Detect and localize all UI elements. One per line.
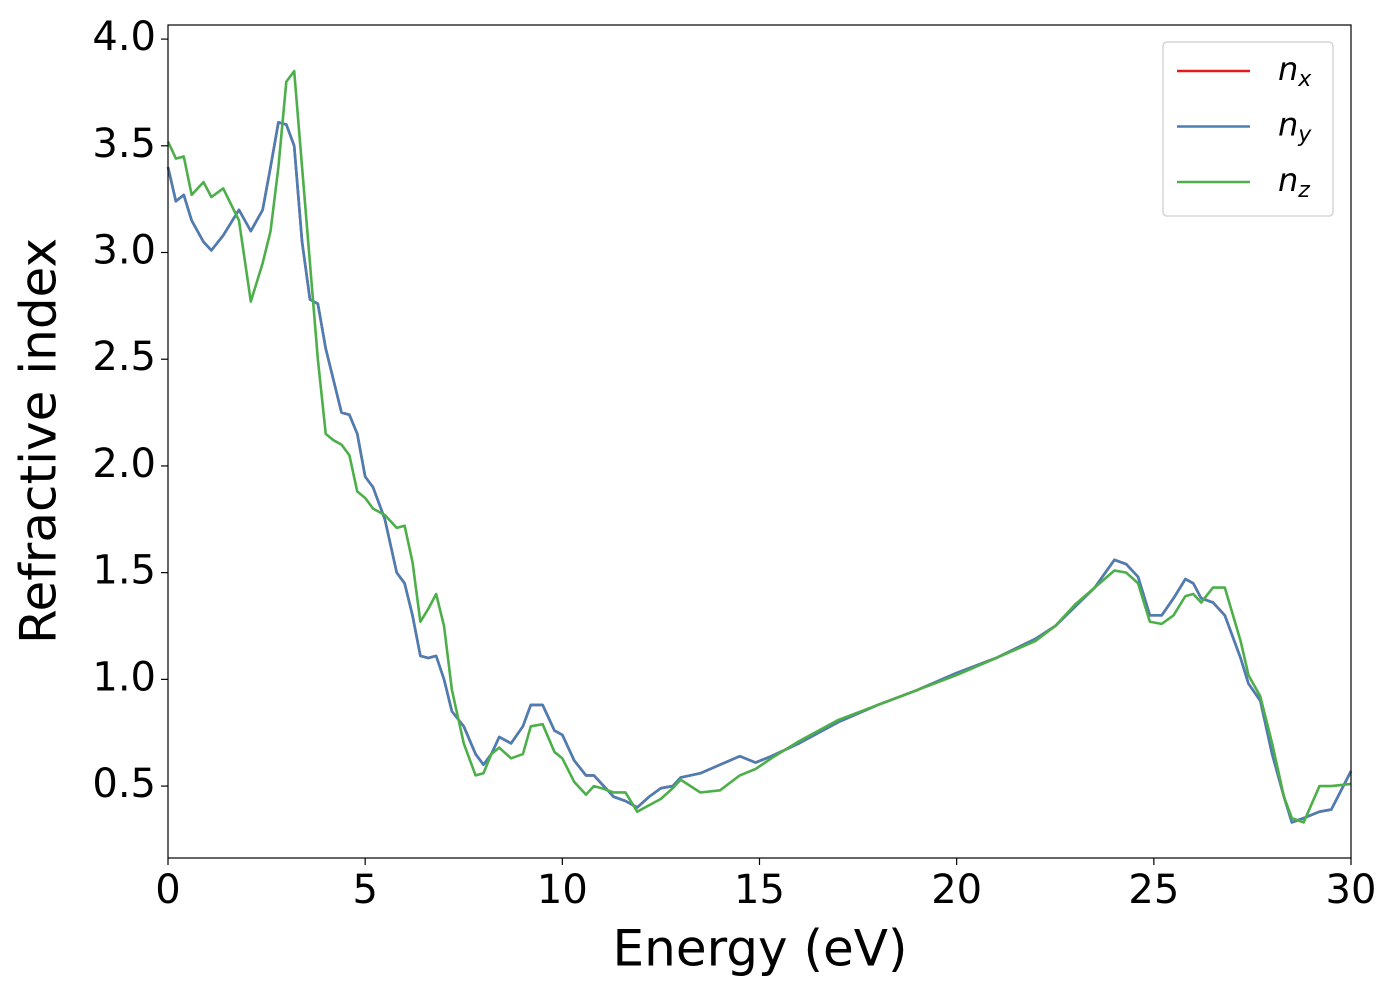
y-tick-label: 0.5 xyxy=(92,761,156,807)
series-line xyxy=(166,121,1353,824)
plot-frame xyxy=(167,24,1352,859)
y-tick-label: 3.5 xyxy=(92,121,156,167)
legend-label: nx xyxy=(1278,50,1312,92)
series-line xyxy=(166,69,1352,824)
x-tick-label: 30 xyxy=(1326,867,1377,913)
y-tick-label: 1.5 xyxy=(92,548,156,594)
y-tick-label: 3.0 xyxy=(92,228,156,274)
x-tick-label: 15 xyxy=(734,867,785,913)
x-tick-label: 5 xyxy=(352,867,377,913)
y-tick-label: 1.0 xyxy=(92,654,156,700)
y-tick-label: 2.0 xyxy=(92,441,156,487)
legend-label: nz xyxy=(1278,161,1310,203)
x-tick-label: 10 xyxy=(537,867,588,913)
y-tick-label: 4.0 xyxy=(92,14,156,60)
y-tick-label: 2.5 xyxy=(92,334,156,380)
series-line xyxy=(166,121,1353,824)
x-tick-label: 0 xyxy=(155,867,180,913)
x-axis-label: Energy (eV) xyxy=(613,920,908,978)
x-tick-label: 25 xyxy=(1128,867,1179,913)
y-axis-label: Refractive index xyxy=(10,238,68,644)
legend-box xyxy=(1162,41,1334,217)
x-tick-label: 20 xyxy=(931,867,982,913)
legend: nx ny nz xyxy=(1162,41,1334,217)
legend-label: ny xyxy=(1278,106,1312,148)
